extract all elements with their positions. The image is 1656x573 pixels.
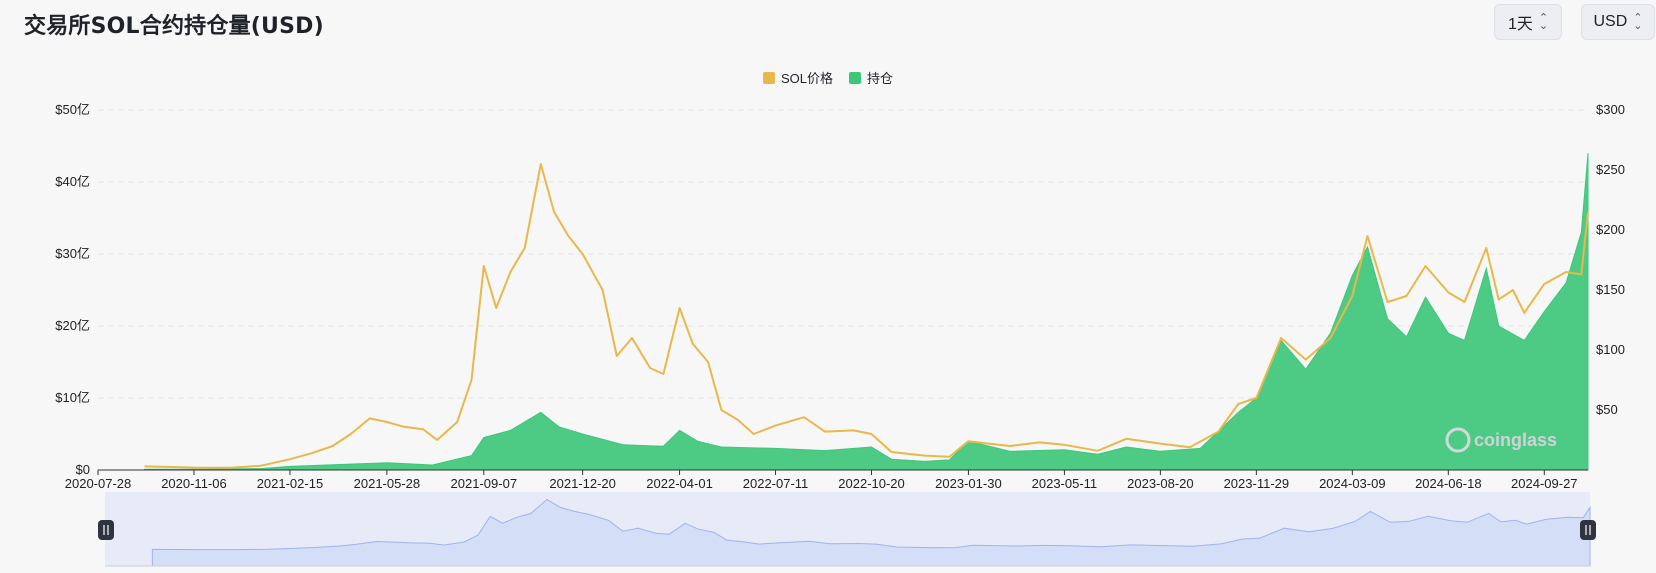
legend-label-price: SOL价格: [780, 71, 833, 86]
axes: $0 $10亿 $20亿 $30亿 $40亿 $50亿 $50 $100 $150 $200 $25…: [55, 102, 1625, 491]
watermark-logo: [1445, 427, 1471, 453]
legend-item-open-interest[interactable]: 持仓: [849, 68, 893, 87]
open-interest-area: [144, 153, 1589, 471]
x-tick-label: 2024-03-09: [1319, 476, 1386, 491]
y-left-tick-label: $10亿: [55, 390, 90, 405]
x-tick-label: 2021-09-07: [451, 476, 518, 491]
y-right-tick-label: $50: [1596, 402, 1618, 417]
legend-swatch-price: [762, 71, 775, 84]
y-left-tick-label: $50亿: [55, 102, 90, 117]
x-tick-label: 2023-05-11: [1032, 476, 1098, 491]
y-right-tick-label: $100: [1596, 342, 1625, 357]
legend-item-price[interactable]: SOL价格: [762, 68, 833, 87]
y-left-tick-label: $40亿: [55, 174, 90, 189]
x-tick-label: 2021-02-15: [257, 476, 324, 491]
chevron-updown-icon: ⌃ ⌄: [1633, 12, 1643, 32]
currency-select[interactable]: USD ⌃ ⌄: [1581, 4, 1655, 40]
y-left-tick-label: $0: [76, 462, 90, 477]
navigator: [98, 492, 1596, 567]
x-tick-label: 2020-11-06: [161, 476, 227, 491]
legend-swatch-open-interest: [849, 71, 861, 84]
handle-body: [1580, 520, 1596, 540]
navigator-series: [151, 498, 1591, 567]
x-tick-label: 2021-12-20: [549, 476, 616, 491]
x-tick-label: 2023-11-29: [1224, 476, 1290, 491]
x-tick-label: 2020-07-28: [65, 476, 132, 491]
x-tick-label: 2022-10-20: [838, 476, 905, 491]
x-tick-label: 2021-05-28: [354, 476, 421, 491]
handle-body: [98, 520, 114, 540]
watermark-text: coinglass: [1474, 430, 1557, 450]
navigator-handle-left[interactable]: [98, 520, 114, 540]
price-line: [144, 163, 1589, 469]
period-select[interactable]: 1天 ⌃ ⌄: [1494, 4, 1562, 40]
chevron-updown-icon: ⌃ ⌄: [1538, 12, 1549, 32]
y-left-tick-label: $20亿: [55, 318, 90, 333]
y-right-tick-label: $300: [1596, 102, 1625, 117]
x-tick-label: 2023-01-30: [935, 476, 1002, 491]
y-right-tick-label: $150: [1596, 282, 1625, 297]
y-right-tick-label: $250: [1596, 162, 1625, 177]
x-tick-label: 2024-09-27: [1511, 476, 1578, 491]
currency-select-label: USD: [1593, 13, 1628, 30]
x-tick-label: 2023-08-20: [1127, 476, 1194, 491]
price-line-path: [144, 163, 1589, 469]
watermark: coinglass: [1445, 427, 1557, 453]
legend-label-open-interest: 持仓: [867, 71, 894, 86]
page-title: 交易所SOL合约持仓量(USD): [24, 14, 324, 39]
chart-legend: SOL价格 持仓: [0, 68, 1656, 87]
navigator-handle-right[interactable]: [1580, 520, 1596, 540]
x-tick-label: 2024-06-18: [1415, 476, 1482, 491]
y-left-tick-label: $30亿: [55, 246, 90, 261]
y-right-tick-label: $200: [1596, 222, 1625, 237]
x-tick-label: 2022-07-11: [743, 476, 809, 491]
x-tick-label: 2022-04-01: [646, 476, 713, 491]
period-select-label: 1天: [1507, 16, 1533, 33]
open-interest-area-path: [144, 153, 1589, 471]
